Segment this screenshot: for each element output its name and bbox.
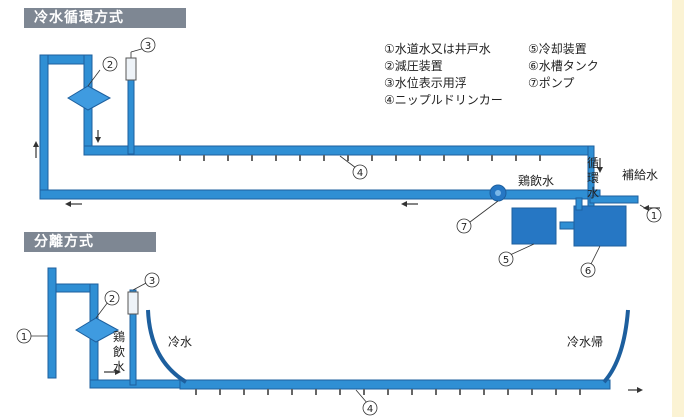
label-cold-water-return: 冷水帰	[567, 335, 604, 349]
svg-text:2: 2	[107, 60, 113, 71]
marker-4-lower: 4	[362, 400, 378, 416]
cold-water-curves	[146, 309, 630, 384]
marker-7: 7	[456, 218, 472, 234]
legend-item-level-float: ③水位表示用浮	[384, 76, 467, 90]
pressure-reducer-upper	[67, 85, 112, 111]
svg-text:3: 3	[149, 276, 155, 287]
legend-item-tap-water: ①水道水又は井戸水	[384, 42, 491, 56]
level-float-lower	[127, 291, 139, 315]
circulation-section-title: 冷水循環方式	[24, 8, 186, 28]
side-strip	[672, 0, 684, 417]
svg-text:7: 7	[461, 222, 467, 233]
legend-left: ①水道水又は井戸水 ②減圧装置 ③水位表示用浮 ④ニップルドリンカー	[384, 41, 503, 109]
svg-text:4: 4	[367, 404, 373, 415]
legend-right: ⑤冷却装置 ⑥水槽タンク ⑦ポンプ	[528, 41, 599, 92]
svg-text:6: 6	[585, 266, 591, 277]
marker-1-lower: 1	[16, 328, 32, 344]
marker-1-upper: 1	[646, 207, 662, 223]
separation-section-title: 分離方式	[24, 232, 156, 252]
legend-item-cooler: ⑤冷却装置	[528, 42, 587, 56]
marker-2-lower: 2	[104, 290, 120, 306]
marker-6: 6	[580, 262, 596, 278]
pressure-reducer-lower	[75, 317, 120, 343]
marker-3-lower: 3	[144, 272, 160, 288]
marker-4-upper: 4	[352, 164, 368, 180]
tank	[573, 197, 627, 247]
legend-item-pump: ⑦ポンプ	[528, 76, 575, 90]
svg-text:4: 4	[357, 168, 363, 179]
label-cold-water: 冷水	[168, 335, 193, 349]
marker-2-upper: 2	[102, 56, 118, 72]
circulation-pipes	[39, 54, 639, 230]
nipple-drinkers-lower	[195, 389, 581, 395]
pump	[489, 184, 507, 202]
svg-text:1: 1	[21, 332, 27, 343]
legend-item-tank: ⑥水槽タンク	[528, 59, 599, 73]
svg-text:2: 2	[109, 294, 115, 305]
label-drinking-water-vertical: 鶏飲水	[112, 330, 125, 374]
marker-3-upper: 3	[140, 37, 156, 53]
cooler	[511, 207, 557, 245]
separation-pipes	[47, 267, 611, 390]
marker-5: 5	[498, 251, 514, 267]
level-float-upper	[125, 52, 137, 81]
label-makeup-water: 補給水	[622, 168, 659, 182]
legend-item-pressure-reducer: ②減圧装置	[384, 59, 443, 73]
nipple-drinkers-upper	[179, 155, 541, 161]
label-circulating-water: 循環水	[586, 156, 599, 200]
legend-item-nipple-drinker: ④ニップルドリンカー	[384, 93, 503, 107]
svg-text:3: 3	[145, 41, 151, 52]
svg-text:5: 5	[503, 255, 509, 266]
flow-arrows-lower	[104, 369, 643, 393]
svg-text:1: 1	[651, 211, 657, 222]
label-drinking-water: 鶏飲水	[518, 174, 555, 188]
